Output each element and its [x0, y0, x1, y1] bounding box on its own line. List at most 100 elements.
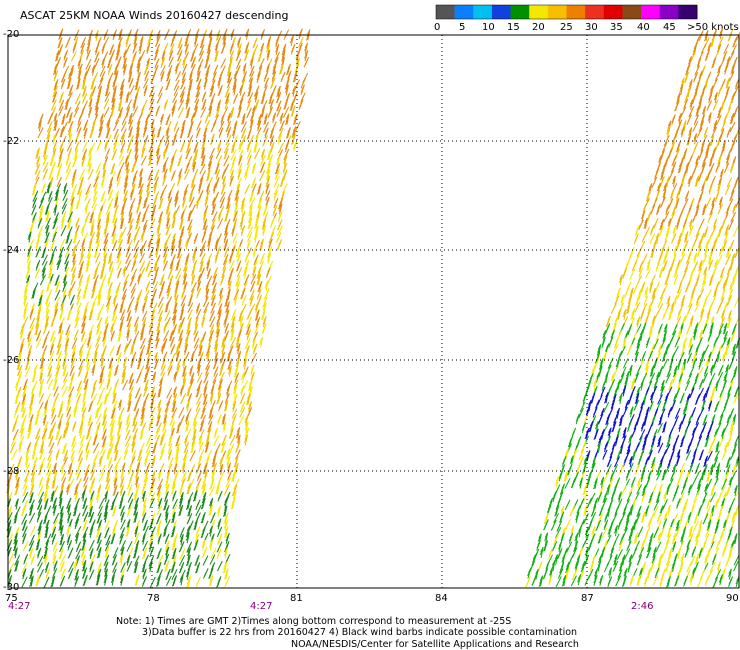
- wind-barb: [671, 324, 678, 336]
- legend-tick-50plus: >50 knots: [687, 22, 739, 33]
- wind-barb: [268, 92, 274, 105]
- wind-barb: [277, 142, 284, 154]
- wind-barb: [693, 85, 699, 97]
- wind-barb: [209, 554, 216, 565]
- wind-barb: [61, 198, 68, 210]
- wind-barb: [159, 113, 164, 125]
- wind-barb: [29, 575, 34, 588]
- wind-barb: [638, 359, 645, 371]
- wind-barb: [31, 371, 37, 383]
- wind-barb: [70, 352, 76, 364]
- wind-barb: [171, 569, 178, 581]
- wind-barb: [253, 254, 259, 266]
- wind-barb: [209, 310, 215, 322]
- wind-barb: [96, 512, 102, 524]
- wind-barb: [163, 499, 169, 511]
- wind-barb: [716, 512, 722, 524]
- wind-barb: [684, 190, 690, 202]
- wind-barb: [706, 351, 712, 364]
- wind-barb: [626, 540, 632, 552]
- wind-barb: [303, 56, 310, 68]
- wind-barb: [257, 120, 262, 132]
- wind-barb: [235, 245, 241, 258]
- wind-barb: [45, 308, 50, 320]
- wind-barb: [728, 546, 733, 558]
- wind-barb: [14, 401, 21, 413]
- wind-barb: [160, 442, 167, 454]
- wind-barb: [110, 330, 115, 342]
- wind-barb: [218, 205, 225, 217]
- wind-barb: [678, 351, 685, 363]
- wind-barb: [235, 281, 241, 292]
- wind-barb: [696, 245, 702, 257]
- wind-barb: [115, 282, 121, 294]
- wind-barb: [210, 203, 217, 216]
- wind-barb: [634, 392, 640, 405]
- wind-barb: [125, 246, 131, 258]
- wind-barb: [634, 512, 641, 525]
- pass-time-label: 4:27: [8, 601, 30, 612]
- wind-barb: [668, 147, 673, 159]
- wind-barb: [155, 337, 160, 349]
- wind-barb: [628, 413, 635, 426]
- wind-barb: [210, 294, 216, 307]
- wind-barb: [631, 547, 638, 559]
- wind-barb: [123, 175, 129, 188]
- wind-barb: [62, 274, 67, 286]
- wind-barb: [269, 77, 276, 89]
- wind-barb: [67, 120, 74, 132]
- wind-barb: [653, 310, 660, 322]
- wind-barb: [702, 175, 708, 187]
- wind-barb: [147, 169, 154, 181]
- legend-color-swatch: [603, 5, 623, 19]
- wind-barb: [615, 358, 620, 370]
- wind-barb: [143, 78, 149, 89]
- wind-barb: [58, 490, 64, 502]
- wind-barb: [205, 190, 211, 201]
- wind-barb: [552, 533, 559, 545]
- wind-barb: [650, 456, 656, 469]
- wind-barb: [703, 533, 710, 545]
- wind-barb: [105, 127, 111, 139]
- wind-barb: [247, 217, 253, 230]
- wind-barb: [149, 296, 155, 308]
- wind-barb: [687, 175, 692, 187]
- wind-barb: [638, 547, 645, 558]
- wind-barb: [187, 225, 192, 237]
- wind-barb: [145, 260, 151, 272]
- wind-barb: [167, 442, 173, 454]
- wind-barb: [217, 84, 223, 97]
- wind-barb: [709, 463, 714, 476]
- wind-barb: [209, 393, 214, 405]
- wind-barb: [686, 539, 691, 551]
- wind-barb: [146, 350, 152, 362]
- wind-barb: [719, 78, 726, 90]
- wind-barb: [170, 525, 176, 538]
- wind-barb: [14, 498, 19, 510]
- wind-barb: [674, 407, 681, 419]
- wind-barb: [674, 197, 680, 210]
- wind-barb: [202, 386, 208, 398]
- wind-barb: [26, 260, 31, 272]
- wind-barb: [161, 428, 167, 441]
- wind-barb: [731, 511, 736, 523]
- wind-barb: [98, 498, 105, 509]
- wind-barb: [175, 350, 180, 362]
- wind-barb: [223, 238, 229, 251]
- wind-barb: [94, 336, 101, 348]
- wind-barb: [177, 175, 182, 187]
- wind-barb: [67, 126, 72, 139]
- wind-barb: [109, 323, 114, 335]
- wind-barb: [238, 310, 243, 322]
- wind-barb: [157, 296, 164, 308]
- wind-barb: [16, 364, 23, 377]
- wind-barb: [174, 365, 181, 377]
- footer-notes: Note: 1) Times are GMT 2)Times along bot…: [116, 616, 579, 650]
- wind-barb: [63, 266, 70, 279]
- wind-barb: [655, 281, 661, 292]
- wind-barb: [37, 302, 43, 315]
- wind-barb: [221, 434, 227, 446]
- wind-barb: [171, 134, 177, 146]
- wind-barb: [661, 399, 667, 412]
- wind-barb: [35, 538, 41, 551]
